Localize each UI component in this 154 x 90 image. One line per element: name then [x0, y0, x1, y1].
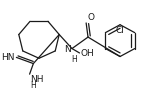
- Text: Cl: Cl: [116, 26, 124, 35]
- Text: H: H: [71, 55, 77, 64]
- Text: NH: NH: [30, 75, 44, 84]
- Text: N: N: [64, 45, 71, 54]
- Text: H: H: [30, 81, 36, 90]
- Text: HN: HN: [1, 53, 14, 62]
- Text: O: O: [87, 13, 94, 22]
- Text: OH: OH: [81, 49, 94, 58]
